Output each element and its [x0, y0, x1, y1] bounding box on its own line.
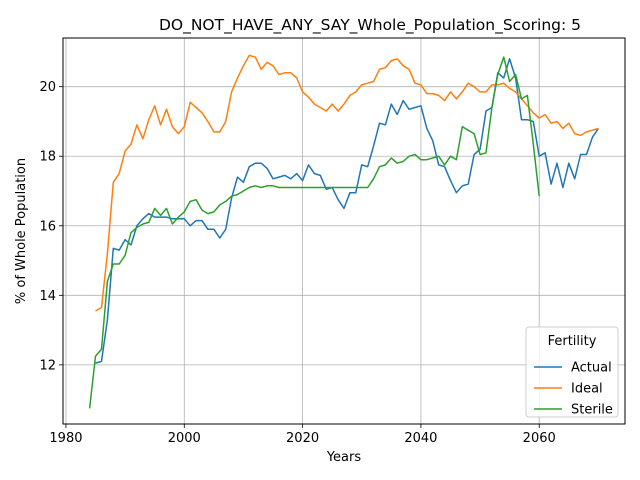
plot-frame — [62, 37, 626, 425]
legend-label-actual: Actual — [571, 361, 612, 376]
y-tick-label: 18 — [39, 150, 56, 165]
y-tick-label: 14 — [39, 289, 56, 304]
y-tick-label: 12 — [39, 358, 56, 373]
axis-ticks: 1980 2000 2020 2040 2060 12 14 16 18 20 — [39, 80, 555, 446]
series-line-ideal — [95, 54, 599, 312]
x-tick-label: 2040 — [404, 431, 437, 446]
series-lines — [88, 54, 600, 409]
legend-title: Fertility — [548, 334, 597, 349]
grid — [63, 38, 625, 424]
x-tick-label: 1980 — [49, 431, 82, 446]
legend-label-ideal: Ideal — [571, 382, 603, 397]
legend: Fertility Actual Ideal Sterile — [525, 326, 619, 418]
x-tick-label: 2020 — [286, 431, 319, 446]
y-tick-label: 16 — [39, 219, 56, 234]
chart-title: DO_NOT_HAVE_ANY_SAY_Whole_Population_Sco… — [159, 16, 581, 35]
x-axis-label: Years — [326, 450, 362, 465]
y-tick-label: 20 — [39, 80, 56, 95]
x-tick-label: 2060 — [523, 431, 556, 446]
y-axis-label: % of Whole Population — [14, 158, 29, 304]
series-line-sterile — [88, 56, 540, 409]
legend-label-sterile: Sterile — [571, 403, 613, 418]
x-tick-label: 2000 — [168, 431, 201, 446]
legend-box — [525, 326, 619, 418]
